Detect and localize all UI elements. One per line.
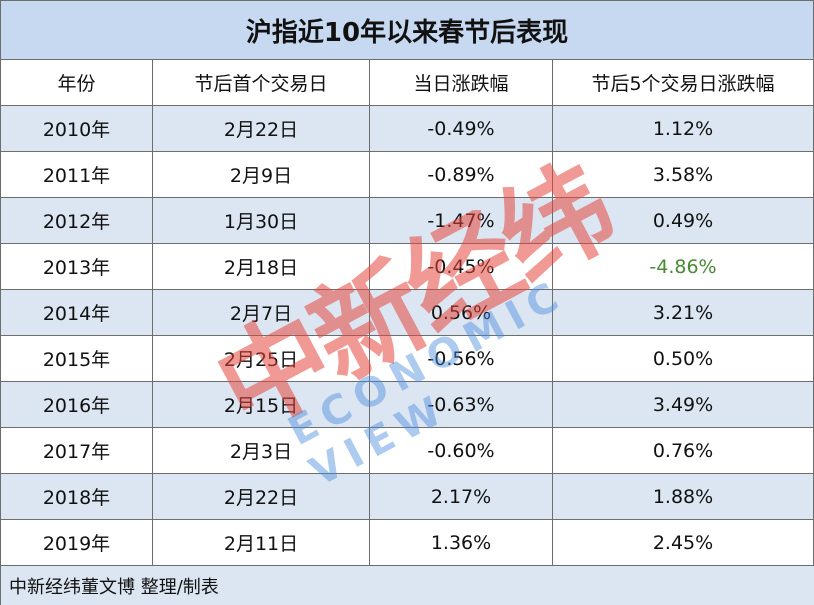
table-cell: 2014年 bbox=[0, 290, 153, 336]
table-cell: 2011年 bbox=[0, 152, 153, 198]
table-cell: -0.63% bbox=[370, 382, 553, 428]
table-cell: 2015年 bbox=[0, 336, 153, 382]
table-cell: 1月30日 bbox=[153, 198, 370, 244]
table-cell: 2017年 bbox=[0, 428, 153, 474]
table-cell: -1.47% bbox=[370, 198, 553, 244]
table-cell: 2016年 bbox=[0, 382, 153, 428]
table-cell: 2月11日 bbox=[153, 520, 370, 566]
table-cell: 1.88% bbox=[553, 474, 814, 520]
table-cell: -0.60% bbox=[370, 428, 553, 474]
table-cell: 2月9日 bbox=[153, 152, 370, 198]
table-cell: 0.50% bbox=[553, 336, 814, 382]
table-cell: 2月7日 bbox=[153, 290, 370, 336]
table-cell: 2012年 bbox=[0, 198, 153, 244]
table-cell: 2013年 bbox=[0, 244, 153, 290]
table-cell: 2月25日 bbox=[153, 336, 370, 382]
credit: 中新经纬董文博 整理/制表 bbox=[0, 566, 814, 605]
column-header: 节后首个交易日 bbox=[153, 60, 370, 106]
table-cell: 2019年 bbox=[0, 520, 153, 566]
table-cell: 2月22日 bbox=[153, 474, 370, 520]
table-cell: 1.36% bbox=[370, 520, 553, 566]
table-cell: 2月3日 bbox=[153, 428, 370, 474]
column-header: 当日涨跌幅 bbox=[370, 60, 553, 106]
table-cell: 0.76% bbox=[553, 428, 814, 474]
table-cell: 3.21% bbox=[553, 290, 814, 336]
table-cell: 0.56% bbox=[370, 290, 553, 336]
table-cell: -0.49% bbox=[370, 106, 553, 152]
table-cell: 2月18日 bbox=[153, 244, 370, 290]
table-cell: 2.17% bbox=[370, 474, 553, 520]
table-title: 沪指近10年以来春节后表现 bbox=[0, 0, 814, 60]
table-cell: 2.45% bbox=[553, 520, 814, 566]
table-cell: 1.12% bbox=[553, 106, 814, 152]
table-cell: -4.86% bbox=[553, 244, 814, 290]
table-cell: 0.49% bbox=[553, 198, 814, 244]
table-cell: 2月22日 bbox=[153, 106, 370, 152]
table-cell: -0.56% bbox=[370, 336, 553, 382]
table-cell: 2018年 bbox=[0, 474, 153, 520]
table-cell: -0.89% bbox=[370, 152, 553, 198]
table-cell: -0.45% bbox=[370, 244, 553, 290]
table-cell: 2010年 bbox=[0, 106, 153, 152]
table-cell: 3.58% bbox=[553, 152, 814, 198]
table-cell: 3.49% bbox=[553, 382, 814, 428]
column-header: 年份 bbox=[0, 60, 153, 106]
column-header: 节后5个交易日涨跌幅 bbox=[553, 60, 814, 106]
table-cell: 2月15日 bbox=[153, 382, 370, 428]
